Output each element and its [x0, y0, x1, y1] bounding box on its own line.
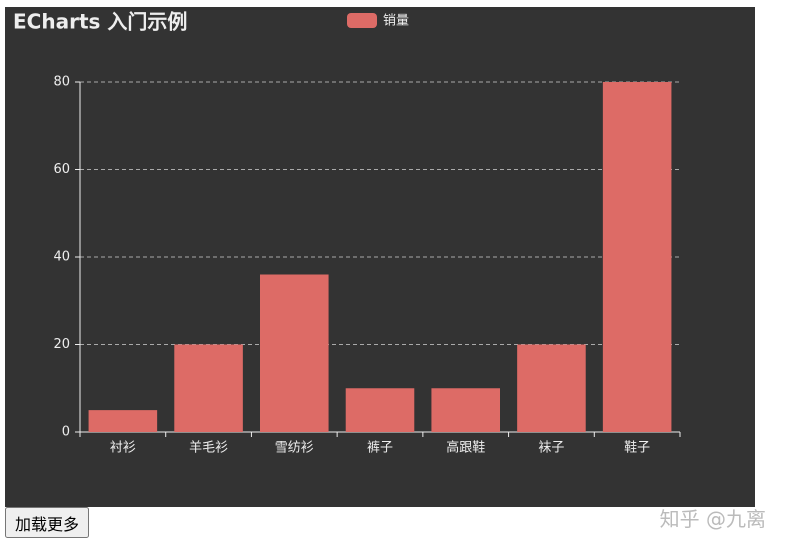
- y-tick-label: 20: [53, 337, 70, 352]
- bar: [174, 344, 243, 432]
- bar: [517, 344, 586, 432]
- y-tick-label: 80: [53, 75, 70, 90]
- bar: [602, 82, 672, 432]
- x-tick-label: 鞋子: [624, 440, 650, 456]
- bar: [431, 388, 500, 432]
- y-tick-label: 60: [53, 162, 70, 177]
- y-tick-label: 40: [53, 250, 70, 265]
- x-tick-label: 袜子: [538, 441, 564, 456]
- legend-swatch: [347, 13, 377, 28]
- x-tick-label: 高跟鞋: [446, 440, 485, 456]
- legend-label: 销量: [383, 14, 409, 29]
- bar: [260, 274, 329, 432]
- bar: [88, 410, 158, 432]
- watermark: 知乎 @九离: [659, 507, 766, 531]
- x-tick-label: 羊毛衫: [189, 440, 228, 456]
- x-tick-label: 雪纺衫: [275, 441, 314, 456]
- x-tick-label: 衬衫: [110, 441, 136, 456]
- bar: [345, 388, 415, 432]
- x-tick-label: 裤子: [367, 441, 393, 456]
- y-tick-label: 0: [62, 425, 70, 440]
- load-more-button[interactable]: 加载更多: [5, 507, 90, 538]
- chart-title: ECharts 入门示例: [13, 10, 187, 34]
